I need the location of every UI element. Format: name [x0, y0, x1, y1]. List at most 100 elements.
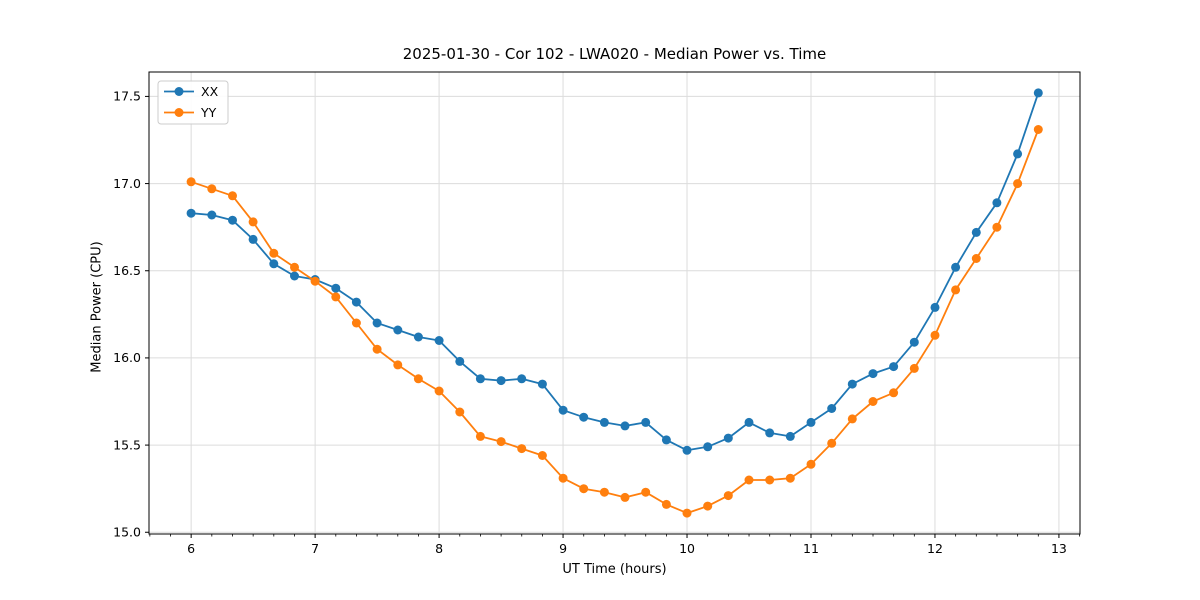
- data-point-XX: [413, 332, 423, 342]
- data-point-XX: [868, 369, 878, 379]
- data-point-YY: [847, 414, 857, 424]
- y-tick-label: 17.0: [113, 176, 141, 191]
- data-point-YY: [310, 276, 320, 286]
- data-point-YY: [785, 473, 795, 483]
- data-point-XX: [765, 428, 775, 438]
- data-point-YY: [661, 499, 671, 509]
- data-point-YY: [434, 386, 444, 396]
- x-tick-label: 8: [435, 541, 443, 556]
- data-point-YY: [703, 501, 713, 511]
- data-point-YY: [372, 344, 382, 354]
- data-point-YY: [723, 491, 733, 501]
- x-tick-label: 12: [927, 541, 943, 556]
- series-line-YY: [190, 129, 1040, 514]
- data-point-YY: [806, 459, 816, 469]
- data-point-XX: [930, 302, 940, 312]
- data-point-XX: [537, 379, 547, 389]
- data-point-XX: [909, 337, 919, 347]
- data-point-XX: [455, 356, 465, 366]
- data-point-XX: [641, 417, 651, 427]
- data-point-XX: [661, 435, 671, 445]
- data-point-YY: [186, 177, 196, 187]
- chart-title: 2025-01-30 - Cor 102 - LWA020 - Median P…: [402, 45, 827, 63]
- data-point-XX: [434, 336, 444, 345]
- data-point-YY: [599, 487, 609, 497]
- x-tick-label: 10: [679, 541, 695, 556]
- data-point-XX: [827, 404, 837, 413]
- data-point-YY: [620, 492, 630, 502]
- data-point-XX: [847, 379, 857, 389]
- data-point-XX: [1013, 149, 1023, 159]
- data-point-YY: [517, 444, 527, 454]
- data-point-XX: [889, 362, 899, 372]
- data-point-XX: [186, 208, 196, 218]
- x-tick-label: 13: [1051, 541, 1067, 556]
- data-point-XX: [703, 442, 713, 452]
- legend-label-XX: XX: [201, 84, 219, 99]
- data-point-YY: [496, 437, 506, 447]
- plot-border: [148, 71, 1081, 535]
- data-point-XX: [290, 271, 299, 281]
- data-point-YY: [579, 484, 589, 494]
- data-point-YY: [930, 330, 940, 340]
- data-point-YY: [455, 407, 465, 417]
- data-point-YY: [1013, 179, 1023, 189]
- x-tick-label: 7: [311, 541, 319, 556]
- data-point-YY: [682, 508, 692, 518]
- data-point-YY: [331, 292, 341, 302]
- data-point-XX: [599, 417, 609, 427]
- data-point-XX: [785, 431, 795, 441]
- data-point-XX: [744, 417, 754, 427]
- data-point-YY: [558, 473, 568, 483]
- y-tick-label: 15.0: [113, 525, 141, 540]
- data-point-XX: [475, 374, 485, 384]
- data-point-YY: [393, 360, 403, 370]
- data-point-YY: [889, 388, 899, 398]
- data-point-YY: [228, 191, 237, 201]
- data-point-XX: [517, 374, 527, 384]
- data-point-XX: [992, 198, 1002, 208]
- data-point-YY: [207, 184, 217, 194]
- data-point-XX: [228, 215, 237, 225]
- data-point-XX: [248, 234, 258, 244]
- series-line-XX: [191, 92, 1040, 452]
- legend-marker-XX: [174, 87, 184, 96]
- y-tick-label: 17.5: [113, 89, 141, 104]
- data-point-XX: [682, 445, 692, 455]
- data-point-YY: [413, 374, 423, 384]
- x-tick-label: 11: [803, 541, 819, 556]
- legend-marker-YY: [174, 108, 184, 117]
- data-point-XX: [558, 405, 568, 415]
- data-point-XX: [269, 259, 279, 269]
- data-point-YY: [248, 217, 258, 227]
- data-point-XX: [393, 325, 403, 335]
- y-tick-label: 15.5: [113, 437, 141, 452]
- data-point-YY: [269, 248, 279, 258]
- data-point-YY: [475, 431, 485, 441]
- data-point-YY: [1033, 125, 1043, 134]
- data-point-XX: [723, 433, 733, 443]
- data-point-YY: [351, 318, 361, 328]
- data-point-XX: [207, 210, 217, 220]
- data-point-XX: [331, 283, 341, 293]
- x-axis-label: UT Time (hours): [562, 562, 667, 577]
- data-point-XX: [806, 417, 816, 427]
- data-point-YY: [951, 285, 961, 295]
- data-point-YY: [765, 475, 775, 485]
- data-point-YY: [827, 438, 837, 448]
- x-tick-label: 9: [559, 541, 567, 556]
- y-axis-label: Median Power (CPU): [89, 241, 105, 373]
- data-point-YY: [744, 475, 754, 485]
- data-point-XX: [372, 318, 382, 328]
- data-point-YY: [868, 397, 878, 406]
- x-tick-label: 6: [187, 541, 195, 556]
- data-point-XX: [620, 421, 630, 431]
- data-point-XX: [579, 412, 589, 422]
- data-point-YY: [909, 363, 919, 373]
- data-point-YY: [992, 222, 1002, 232]
- y-tick-label: 16.0: [113, 350, 141, 365]
- data-point-YY: [290, 262, 299, 272]
- data-point-YY: [641, 487, 651, 497]
